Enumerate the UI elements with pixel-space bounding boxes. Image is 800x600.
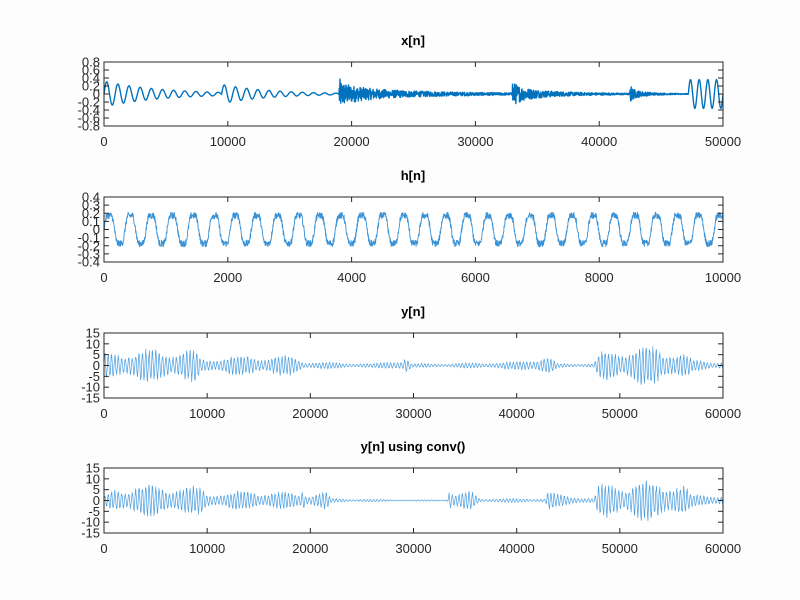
x-tick-label: 10000 xyxy=(189,406,225,421)
x-tick-label: 30000 xyxy=(457,134,493,149)
x-tick-label: 8000 xyxy=(585,270,614,285)
y-tick-label: -10 xyxy=(81,515,100,530)
subplot-title: y[n] xyxy=(401,304,425,319)
x-tick-label: 10000 xyxy=(189,541,225,556)
y-tick-label: 0.3 xyxy=(82,198,100,213)
y-tick-label: 0.4 xyxy=(82,71,100,86)
x-tick-label: 0 xyxy=(100,134,107,149)
y-tick-label: 15 xyxy=(86,326,100,341)
y-tick-label: 15 xyxy=(86,461,100,476)
x-tick-label: 40000 xyxy=(499,406,535,421)
signal-line xyxy=(103,480,724,521)
x-tick-label: 10000 xyxy=(705,270,741,285)
y-tick-label: 0 xyxy=(93,358,100,373)
y-tick-label: 5 xyxy=(93,482,100,497)
x-tick-label: 20000 xyxy=(292,541,328,556)
subplot-title: y[n] using conv() xyxy=(361,439,466,454)
y-tick-label: -15 xyxy=(81,391,100,406)
x-tick-label: 30000 xyxy=(395,541,431,556)
subplot-title: h[n] xyxy=(401,168,426,183)
x-tick-label: 60000 xyxy=(705,541,741,556)
y-tick-label: 0 xyxy=(93,222,100,237)
x-tick-label: 2000 xyxy=(213,270,242,285)
x-tick-label: 0 xyxy=(100,406,107,421)
subplot-h: h[n] 0 2000 4000 6000 8000 10000 -0.4-0.3-0.2-… xyxy=(78,168,741,285)
y-tick-label: -15 xyxy=(81,526,100,541)
y-tick-label: 5 xyxy=(93,347,100,362)
subplot-y: y[n] 0 10000 20000 30000 40000 50000 60000-15-… xyxy=(81,304,741,421)
y-tick-label: -10 xyxy=(81,380,100,395)
x-tick-label: 50000 xyxy=(705,134,741,149)
signal-line xyxy=(103,346,724,385)
y-tick-label: 0 xyxy=(93,493,100,508)
y-tick-label: 10 xyxy=(86,471,100,486)
y-tick-label: 0.2 xyxy=(82,79,100,94)
subplot-title: x[n] xyxy=(401,33,425,48)
x-tick-label: 40000 xyxy=(581,134,617,149)
x-tick-label: 20000 xyxy=(292,406,328,421)
y-tick-label: -0.4 xyxy=(78,255,100,270)
x-tick-label: 20000 xyxy=(334,134,370,149)
y-tick-label: -5 xyxy=(88,504,100,519)
y-tick-label: 0.1 xyxy=(82,214,100,229)
x-tick-label: 4000 xyxy=(337,270,366,285)
y-tick-label: 0.6 xyxy=(82,63,100,78)
x-tick-label: 6000 xyxy=(461,270,490,285)
x-tick-label: 10000 xyxy=(210,134,246,149)
y-tick-label: 0.4 xyxy=(82,190,100,205)
x-tick-label: 0 xyxy=(100,270,107,285)
signal-line xyxy=(103,78,724,110)
y-tick-label: -0.2 xyxy=(78,95,100,110)
x-tick-label: 40000 xyxy=(499,541,535,556)
x-tick-label: 60000 xyxy=(705,406,741,421)
y-tick-label: -0.8 xyxy=(78,119,100,134)
x-tick-label: 50000 xyxy=(602,541,638,556)
y-tick-label: 0 xyxy=(93,87,100,102)
x-tick-label: 30000 xyxy=(395,406,431,421)
x-tick-label: 50000 xyxy=(602,406,638,421)
y-tick-label: -0.4 xyxy=(78,103,100,118)
y-tick-label: 10 xyxy=(86,336,100,351)
y-tick-label: -0.6 xyxy=(78,111,100,126)
subplot-y-conv: y[n] using conv() 0 10000 20000 30000 40000 5… xyxy=(81,439,741,556)
y-tick-label: -0.3 xyxy=(78,246,100,261)
y-tick-label: 0.2 xyxy=(82,206,100,221)
y-tick-label: -0.2 xyxy=(78,238,100,253)
x-tick-label: 0 xyxy=(100,541,107,556)
y-tick-label: 0.8 xyxy=(82,55,100,70)
signal-line xyxy=(103,211,724,248)
y-tick-label: -0.1 xyxy=(78,230,100,245)
y-tick-label: -5 xyxy=(88,369,100,384)
subplot-x: x[n] 0 10000 20000 30000 40000 50000 -0.8-0.6-… xyxy=(78,33,741,149)
